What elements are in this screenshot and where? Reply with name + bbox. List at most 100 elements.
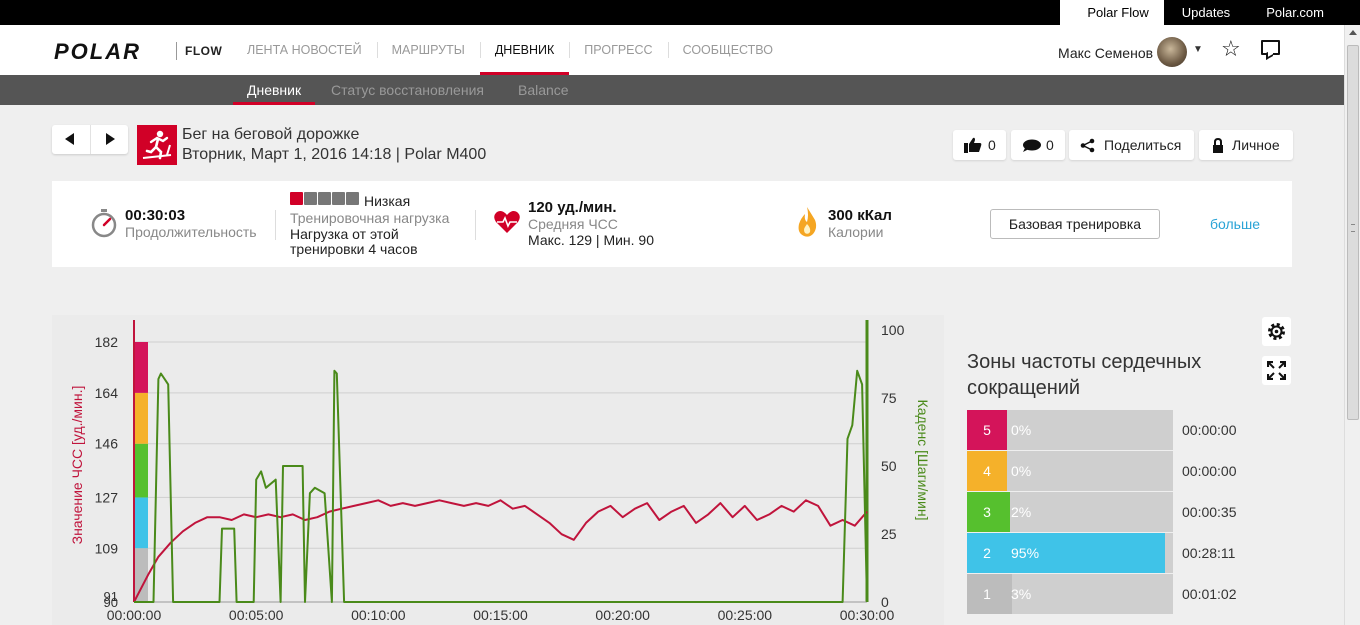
hr-zone-percent: 95% — [1011, 545, 1040, 561]
hr-zone-time: 00:00:00 — [1182, 422, 1237, 438]
hr-zone-row: 3 2% — [967, 492, 1173, 532]
x-tick-label: 00:00:00 — [107, 607, 162, 623]
hr-zone-bar — [1007, 574, 1012, 614]
hr-zone-percent: 2% — [1011, 504, 1032, 520]
sub-tab-diary[interactable]: Дневник — [232, 75, 316, 105]
like-button[interactable]: 0 — [953, 130, 1006, 160]
hr-min-max: Макс. 129 | Мин. 90 — [528, 232, 655, 248]
training-load-desc-1: Нагрузка от этой — [290, 226, 399, 242]
x-tick-label: 00:20:00 — [595, 607, 650, 623]
scroll-up-arrow[interactable] — [1349, 30, 1357, 35]
hr-zone-row: 1 3% — [967, 574, 1173, 614]
x-tick-label: 00:30:00 — [840, 607, 895, 623]
hr-zones-title: Зоны частоты сердечных сокращений — [967, 351, 1202, 399]
duration-value: 00:30:03 — [125, 207, 186, 224]
hr-zone-number: 3 — [967, 492, 1007, 532]
lock-icon — [1213, 138, 1223, 153]
previous-button[interactable] — [52, 125, 90, 154]
sub-tab-recovery-status[interactable]: Статус восстановления — [331, 82, 484, 98]
y-left-tick-label: 91 — [104, 589, 118, 604]
nav-item-progress[interactable]: ПРОГРЕСС — [569, 25, 667, 75]
next-button[interactable] — [90, 125, 128, 154]
hr-series-line — [133, 499, 868, 603]
nav-item-community[interactable]: СООБЩЕСТВО — [667, 25, 788, 75]
nav-item-diary[interactable]: ДНЕВНИК — [479, 25, 570, 75]
training-load-block — [304, 192, 317, 205]
avg-hr-value: 120 уд./мин. — [528, 199, 617, 216]
x-tick-label: 00:05:00 — [229, 607, 284, 623]
activity-subtitle: Вторник, Март 1, 2016 14:18 | Polar M400 — [182, 146, 487, 163]
training-load-block — [346, 192, 359, 205]
summary-divider — [275, 210, 276, 240]
logo-divider — [176, 42, 177, 60]
summary-divider — [475, 210, 476, 240]
activity-title: Бег на беговой дорожке — [182, 126, 360, 143]
top-link-polar-com[interactable]: Polar.com — [1266, 5, 1324, 20]
hr-zone-number: 1 — [967, 574, 1007, 614]
y-left-tick-label: 182 — [95, 334, 119, 350]
training-benefit-button[interactable]: Базовая тренировка — [990, 209, 1160, 239]
hr-zone-band — [134, 443, 148, 498]
comment-icon — [1023, 139, 1041, 152]
hr-zone-number: 5 — [967, 410, 1007, 450]
expand-icon — [1267, 361, 1286, 380]
y-right-tick-label: 25 — [881, 526, 897, 542]
polar-logo[interactable]: POLAR — [54, 39, 141, 64]
gear-icon — [1268, 323, 1285, 340]
training-load-block — [290, 192, 303, 205]
sub-tab-balance[interactable]: Balance — [518, 82, 569, 98]
calories-value: 300 кКал — [828, 207, 892, 224]
hr-zone-row: 5 0% — [967, 410, 1173, 450]
hr-zone-time: 00:01:02 — [1182, 586, 1237, 602]
hr-zone-row: 4 0% — [967, 451, 1173, 491]
training-load-desc-2: тренировки 4 часов — [290, 241, 418, 257]
star-icon[interactable]: ☆ — [1221, 36, 1241, 61]
hr-zone-time: 00:28:11 — [1182, 545, 1236, 561]
chevron-down-icon[interactable]: ▼ — [1193, 44, 1203, 55]
x-tick-label: 00:10:00 — [351, 607, 406, 623]
fullscreen-button[interactable] — [1262, 356, 1291, 385]
training-load-block — [318, 192, 331, 205]
training-load-level: Низкая — [364, 193, 411, 209]
nav-item-news[interactable]: ЛЕНТА НОВОСТЕЙ — [247, 43, 362, 57]
comments-button[interactable]: 0 — [1011, 130, 1065, 160]
y-right-tick-label: 0 — [881, 594, 889, 610]
more-link[interactable]: больше — [1210, 216, 1260, 232]
hr-cadence-chart-panel: 182 164 146 127 109 91 90 100 75 50 25 0 00:00:00 00:… — [52, 315, 944, 625]
privacy-button[interactable]: Личное — [1199, 130, 1293, 160]
y-left-tick-label: 146 — [95, 436, 119, 452]
activity-pager — [52, 125, 128, 154]
top-link-polar-flow[interactable]: Polar Flow — [1060, 0, 1164, 25]
y-right-tick-label: 75 — [881, 390, 897, 406]
top-links: Polar Flow Updates Polar.com — [1060, 0, 1342, 25]
treadmill-running-icon — [137, 125, 177, 165]
hr-zone-percent: 3% — [1011, 586, 1032, 602]
cadence-series-line — [134, 369, 868, 603]
chart-settings-button[interactable] — [1262, 317, 1291, 346]
share-button[interactable]: Поделиться — [1069, 130, 1194, 160]
hr-zone-bar — [1007, 492, 1011, 532]
message-icon[interactable] — [1261, 40, 1280, 55]
main-nav: POLAR FLOW ЛЕНТА НОВОСТЕЙ МАРШРУТЫ ДНЕВН… — [0, 25, 1344, 75]
hr-zone-number: 2 — [967, 533, 1007, 573]
thumbs-up-icon — [964, 137, 982, 153]
hr-zone-band — [134, 548, 148, 602]
training-load-block — [332, 192, 345, 205]
hr-zone-band — [134, 497, 148, 549]
scrollbar-thumb[interactable] — [1347, 45, 1359, 420]
nav-menu: ЛЕНТА НОВОСТЕЙ МАРШРУТЫ ДНЕВНИК ПРОГРЕСС… — [232, 25, 788, 75]
flame-icon — [798, 207, 817, 237]
avatar[interactable] — [1157, 37, 1187, 67]
hr-zone-row: 2 95% — [967, 533, 1173, 573]
training-load-label: Тренировочная нагрузка — [290, 210, 450, 226]
arrow-left-icon — [65, 133, 74, 145]
user-name[interactable]: Макс Семенов — [1058, 45, 1154, 61]
page-scrollbar[interactable] — [1344, 25, 1360, 625]
top-link-updates[interactable]: Updates — [1181, 5, 1231, 20]
y-right-axis-title: Каденс [Шаги/мин] — [915, 400, 931, 521]
nav-item-routes[interactable]: МАРШРУТЫ — [376, 25, 480, 75]
y-right-tick-label: 100 — [881, 322, 905, 338]
hr-zone-band — [134, 342, 148, 393]
heart-rate-icon — [494, 211, 520, 233]
